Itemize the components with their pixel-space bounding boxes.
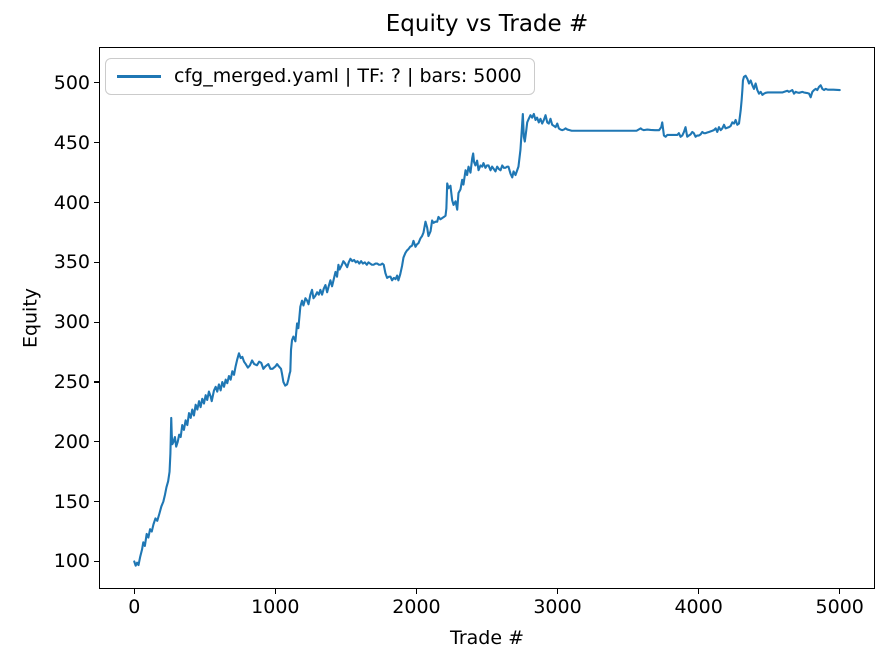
x-axis-label: Trade # (450, 627, 524, 649)
x-tick-label: 0 (128, 596, 141, 618)
x-tick-label: 2000 (392, 596, 441, 618)
equity-curve-svg (133, 74, 841, 567)
legend: cfg_merged.yaml | TF: ? | bars: 5000 (105, 58, 535, 95)
y-tick-mark (94, 501, 99, 503)
plot-area (99, 47, 875, 589)
y-tick-label: 250 (53, 371, 90, 393)
y-tick-mark (94, 381, 99, 383)
x-tick-label: 4000 (674, 596, 723, 618)
x-tick-label: 5000 (815, 596, 864, 618)
y-tick-mark (94, 261, 99, 263)
y-tick-label: 100 (53, 550, 90, 573)
y-tick-label: 200 (53, 430, 90, 453)
x-tick-label: 1000 (251, 596, 300, 618)
x-tick-label: 3000 (533, 596, 582, 618)
y-tick-mark (94, 560, 99, 563)
legend-line-swatch (117, 75, 161, 78)
y-tick-mark (94, 142, 99, 144)
y-tick-label: 300 (53, 311, 90, 334)
x-tick-mark (556, 589, 559, 594)
equity-line (133, 74, 841, 567)
y-axis-label: Equity (19, 287, 42, 349)
y-tick-mark (94, 82, 99, 84)
x-tick-mark (133, 589, 135, 594)
y-tick-label: 450 (53, 131, 90, 154)
y-tick-mark (94, 201, 99, 204)
y-tick-label: 150 (53, 490, 90, 513)
y-tick-mark (94, 321, 99, 323)
x-tick-mark (698, 589, 700, 594)
legend-label: cfg_merged.yaml | TF: ? | bars: 5000 (174, 65, 522, 87)
x-tick-mark (415, 589, 418, 594)
y-tick-mark (94, 441, 99, 443)
chart-title: Equity vs Trade # (385, 11, 589, 37)
y-tick-label: 400 (53, 191, 90, 214)
x-tick-mark (839, 589, 841, 594)
x-tick-mark (274, 589, 276, 594)
y-tick-label: 500 (53, 71, 90, 94)
y-tick-label: 350 (53, 251, 90, 274)
